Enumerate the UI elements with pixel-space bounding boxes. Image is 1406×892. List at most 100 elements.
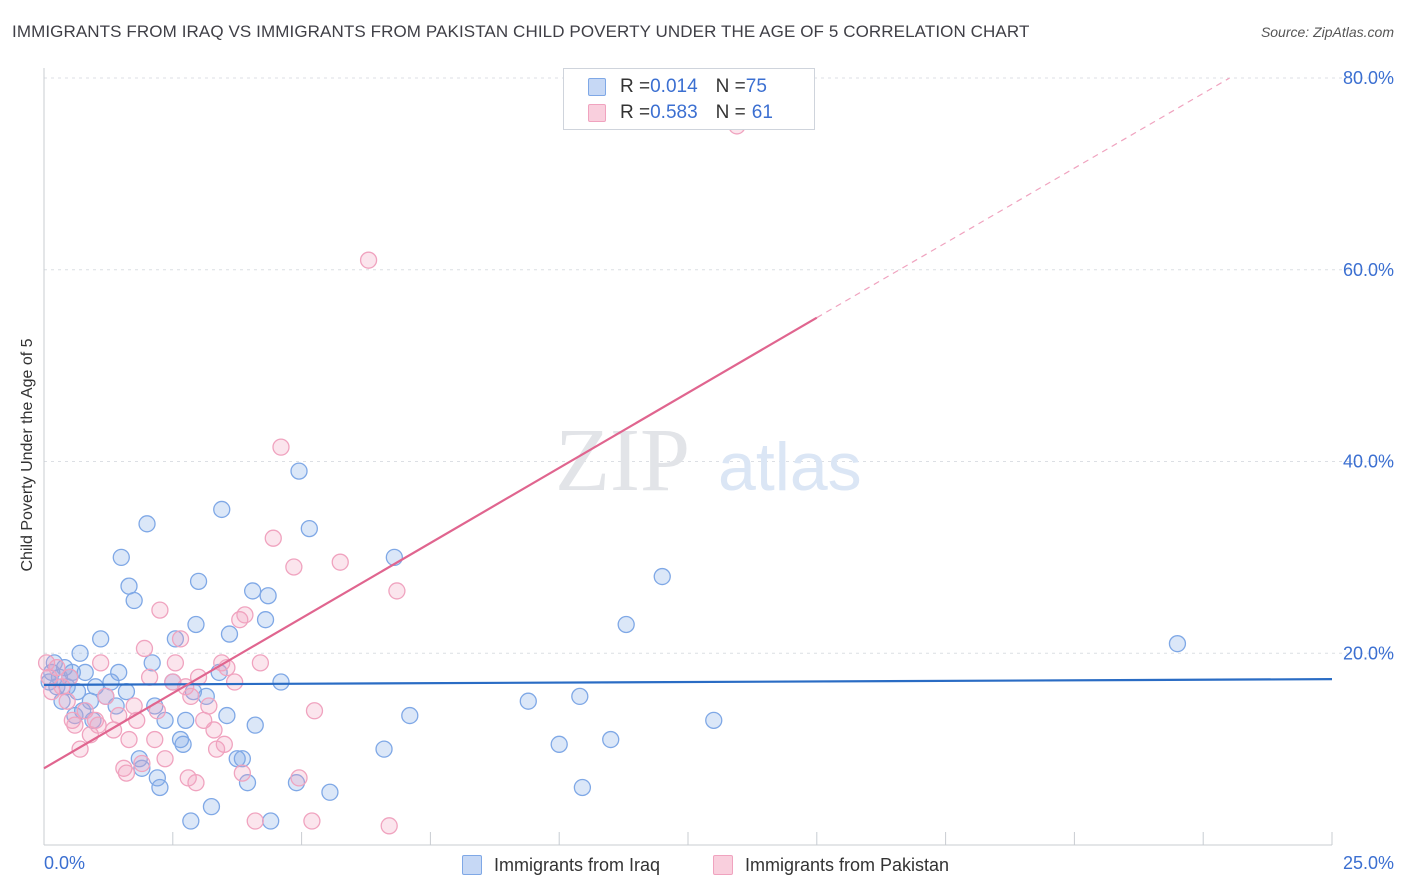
- pakistan-point-23: [133, 754, 151, 773]
- pakistan-point-3: [48, 658, 66, 677]
- iraq-point-65: [401, 706, 419, 725]
- iraq-point-48: [218, 706, 236, 725]
- iraq-point-61: [300, 519, 318, 538]
- gridlines: [44, 77, 1394, 654]
- pakistan-point-52: [272, 438, 290, 456]
- iraq-point-62: [321, 783, 339, 801]
- chart-title: IMMIGRANTS FROM IRAQ VS IMMIGRANTS FROM …: [12, 22, 1030, 41]
- iraq-point-37: [171, 730, 190, 749]
- y-tick-label-20: 20.0%: [1343, 643, 1394, 663]
- iraq-point-59: [287, 774, 306, 792]
- iraq-point-53: [244, 582, 262, 600]
- pakistan-point-15: [97, 687, 115, 706]
- pakistan-point-35: [182, 687, 200, 706]
- iraq-point-29: [138, 515, 156, 533]
- iraq-point-55: [256, 611, 275, 629]
- y-tick-label-80: 80.0%: [1343, 68, 1394, 88]
- iraq-point-18: [92, 630, 110, 648]
- pakistan-point-57: [331, 553, 349, 571]
- pakistan-point-48: [236, 606, 254, 624]
- pakistan-point-32: [171, 630, 190, 648]
- legend-r-value-pakistan: 0.583: [650, 102, 698, 123]
- legend-r-label-iraq: R =: [620, 76, 651, 97]
- iraq-point-60: [290, 462, 308, 480]
- legend-r-value-iraq: 0.014: [650, 76, 698, 97]
- iraq-point-64: [375, 740, 393, 758]
- iraq-point-43: [189, 572, 208, 590]
- iraq-point-45: [202, 798, 221, 816]
- iraq-point-69: [573, 778, 592, 797]
- iraq-point-71: [617, 615, 635, 634]
- iraq-point-49: [220, 625, 239, 643]
- pakistan-point-31: [166, 654, 185, 672]
- pakistan-point-58: [359, 251, 378, 269]
- pakistan-point-54: [290, 769, 308, 787]
- pakistan-point-2: [43, 682, 61, 701]
- iraq-point-54: [246, 716, 264, 734]
- iraq-point-33: [151, 778, 169, 797]
- pakistan-points: [37, 117, 746, 835]
- pakistan-point-55: [303, 812, 321, 830]
- pakistan-point-20: [120, 730, 138, 749]
- iraq-point-38: [174, 735, 192, 753]
- iraq-point-14: [76, 663, 94, 682]
- iraq-point-66: [519, 692, 537, 710]
- iraq-point-42: [187, 615, 205, 634]
- pakistan-point-7: [63, 711, 81, 730]
- pakistan-point-24: [135, 639, 154, 658]
- pakistan-point-29: [156, 750, 174, 768]
- iraq-point-30: [143, 654, 161, 672]
- y-tick-label-60: 60.0%: [1343, 260, 1394, 280]
- legend-n-value-pakistan: 61: [751, 102, 773, 123]
- pakistan-point-8: [66, 716, 84, 734]
- iraq-point-57: [262, 812, 280, 830]
- iraq-point-72: [653, 567, 671, 586]
- pakistan-point-26: [146, 730, 164, 749]
- legend-n-label-pakistan: N =: [715, 102, 746, 123]
- bottom-legend-label-pakistan: Immigrants from Pakistan: [745, 854, 950, 875]
- x-tick-label-max: 25.0%: [1343, 853, 1394, 873]
- iraq-point-12: [71, 644, 89, 662]
- watermark: ZIP atlas: [555, 411, 862, 510]
- iraq-point-74: [1168, 635, 1187, 653]
- axes: [43, 68, 1333, 846]
- watermark-zip: ZIP: [555, 411, 690, 510]
- bottom-legend-swatch-pakistan: [713, 855, 733, 875]
- pakistan-point-0: [37, 654, 56, 672]
- pakistan-point-56: [305, 702, 324, 720]
- pakistan-point-21: [125, 697, 143, 715]
- pakistan-point-45: [225, 673, 244, 691]
- pakistan-point-19: [117, 764, 136, 782]
- pakistan-point-46: [231, 611, 249, 629]
- pakistan-trend-extension: [816, 77, 1230, 319]
- legend-n-value-iraq: 75: [745, 76, 767, 97]
- iraq-point-67: [550, 735, 568, 753]
- iraq-point-70: [602, 730, 620, 749]
- iraq-trend-line: [43, 678, 1333, 686]
- legend-r-label-pakistan: R =: [620, 102, 651, 123]
- pakistan-trend-line: [43, 316, 818, 770]
- pakistan-point-51: [264, 529, 282, 547]
- legend-swatch-iraq: [588, 78, 606, 96]
- iraq-point-39: [177, 711, 195, 730]
- pakistan-point-36: [187, 774, 205, 792]
- pakistan-point-40: [205, 721, 223, 739]
- legend-n-label-iraq: N =: [715, 76, 746, 97]
- iraq-point-47: [213, 500, 231, 519]
- trend-lines: [43, 77, 1333, 770]
- pakistan-point-60: [388, 582, 406, 600]
- bottom-legend-label-iraq: Immigrants from Iraq: [494, 854, 661, 875]
- legend-row-pakistan: R = 0.583 N = 61: [588, 101, 773, 125]
- pakistan-point-13: [89, 716, 107, 734]
- iraq-point-51: [233, 750, 252, 768]
- iraq-point-23: [112, 548, 130, 567]
- pakistan-point-50: [251, 654, 270, 672]
- bottom-legend-pakistan: Immigrants from Pakistan: [713, 852, 949, 878]
- watermark-atlas: atlas: [718, 429, 862, 505]
- pakistan-point-49: [246, 812, 264, 830]
- pakistan-point-14: [92, 654, 110, 672]
- y-tick-label-40: 40.0%: [1343, 452, 1394, 472]
- iraq-point-36: [166, 630, 185, 648]
- iraq-point-52: [238, 774, 257, 792]
